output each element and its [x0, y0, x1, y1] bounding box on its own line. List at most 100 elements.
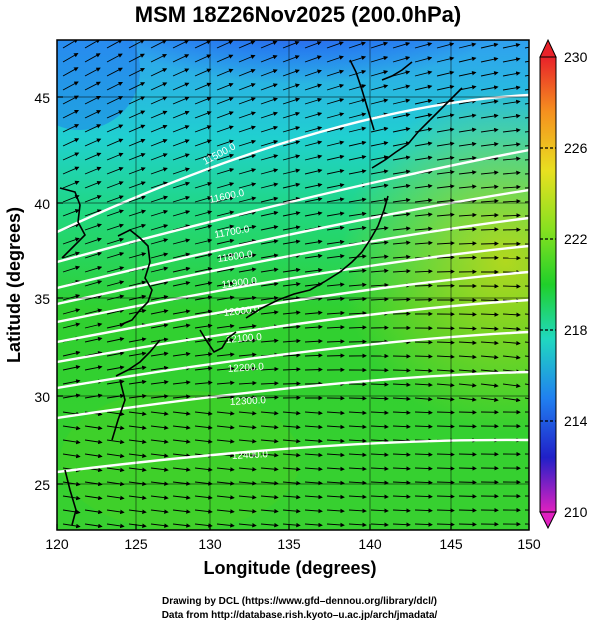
wind-arrow [304, 410, 323, 416]
wind-arrow [260, 83, 278, 91]
wind-arrow [238, 411, 257, 416]
wind-arrow [62, 523, 81, 529]
wind-arrow [524, 369, 529, 372]
wind-arrow [128, 379, 147, 385]
wind-arrow [84, 308, 103, 315]
wind-arrow [238, 83, 256, 91]
x-tick-label: 130 [198, 536, 222, 552]
wind-arrow [502, 71, 521, 77]
wind-arrow [172, 394, 191, 399]
wind-arrow [502, 355, 521, 360]
wind-arrow [216, 153, 235, 161]
wind-arrow [282, 494, 301, 500]
wind-arrow [260, 424, 279, 430]
wind-arrow [502, 99, 521, 105]
wind-arrow [216, 323, 235, 329]
wind-arrow [326, 325, 345, 330]
wind-arrow [150, 523, 169, 528]
wind-arrow [260, 69, 278, 77]
wind-arrow [392, 368, 411, 373]
wind-arrow [458, 184, 477, 189]
wind-arrow [238, 253, 257, 259]
wind-arrow [414, 42, 433, 49]
wind-arrow [62, 237, 80, 245]
wind-arrow [304, 182, 323, 189]
wind-arrow [150, 68, 168, 77]
wind-arrow [106, 365, 125, 371]
wind-arrow [282, 97, 301, 105]
wind-arrow [150, 209, 169, 217]
wind-arrow [524, 383, 529, 386]
wind-arrow [348, 98, 367, 105]
wind-arrow [238, 380, 257, 386]
wind-arrow [194, 509, 213, 514]
wind-arrow [216, 425, 235, 430]
colorbar: 230 226 222 218 214 210 [539, 38, 588, 530]
wind-arrow [128, 453, 147, 458]
credit-drawing: Drawing by DCL (https://www.gfd–dennou.o… [161, 596, 437, 607]
wind-arrow [194, 210, 213, 217]
wind-arrow [436, 410, 455, 415]
wind-arrow [216, 68, 234, 77]
height-contour [57, 188, 529, 290]
wind-arrow [150, 252, 169, 259]
wind-arrow [414, 466, 433, 471]
wind-arrow [458, 383, 477, 388]
wind-arrow [414, 382, 433, 388]
wind-arrow [128, 153, 146, 161]
wind-arrow [238, 210, 257, 217]
wind-arrow [172, 523, 191, 528]
wind-arrow [304, 268, 323, 273]
wind-arrow [238, 352, 257, 357]
wind-arrow [370, 254, 389, 259]
wind-arrow [106, 152, 124, 161]
wind-arrow [414, 198, 433, 203]
wind-arrow [128, 124, 146, 133]
x-tick-label: 125 [124, 536, 148, 552]
wind-arrow [172, 224, 191, 231]
wind-arrow [106, 138, 124, 147]
wind-arrow [348, 55, 367, 63]
wind-arrow [128, 411, 147, 416]
wind-arrow [172, 68, 190, 77]
wind-arrow [304, 168, 323, 175]
wind-arrow [150, 167, 168, 175]
wind-arrow [458, 424, 477, 429]
wind-arrow [194, 139, 212, 147]
wind-arrow [326, 452, 345, 458]
wind-arrow [458, 42, 477, 49]
wind-arrow [128, 337, 147, 343]
wind-arrow [392, 438, 411, 443]
wind-arrow [348, 424, 367, 430]
height-contour [57, 330, 529, 390]
wind-arrow [128, 280, 147, 287]
wind-arrow [524, 74, 529, 77]
wind-arrow [128, 523, 147, 528]
wind-arrow [392, 410, 411, 415]
wind-arrow [238, 425, 257, 430]
wind-arrow [194, 224, 213, 231]
wind-arrow [304, 197, 323, 203]
wind-arrow [84, 223, 102, 231]
wind-arrow [392, 268, 411, 274]
map-grid [57, 40, 529, 530]
wind-arrow [150, 82, 168, 91]
contour-label: 11900.0 [221, 276, 258, 291]
wind-arrow [62, 308, 81, 315]
wind-arrow [524, 117, 529, 119]
wind-arrow [414, 410, 433, 415]
wind-arrow [194, 337, 213, 343]
wind-arrow [106, 411, 125, 417]
wind-arrow [304, 211, 323, 217]
wind-arrow [524, 187, 529, 189]
wind-arrow [414, 368, 433, 373]
wind-arrow [150, 380, 169, 385]
wind-arrow [524, 159, 529, 161]
chart-title: MSM 18Z26Nov2025 (200.0hPa) [135, 2, 462, 27]
wind-arrow [238, 97, 256, 105]
wind-arrow [216, 40, 234, 49]
x-tick-label: 120 [45, 536, 69, 552]
wind-arrow [260, 480, 279, 486]
wind-arrow [480, 298, 499, 303]
wind-arrow [304, 140, 323, 147]
